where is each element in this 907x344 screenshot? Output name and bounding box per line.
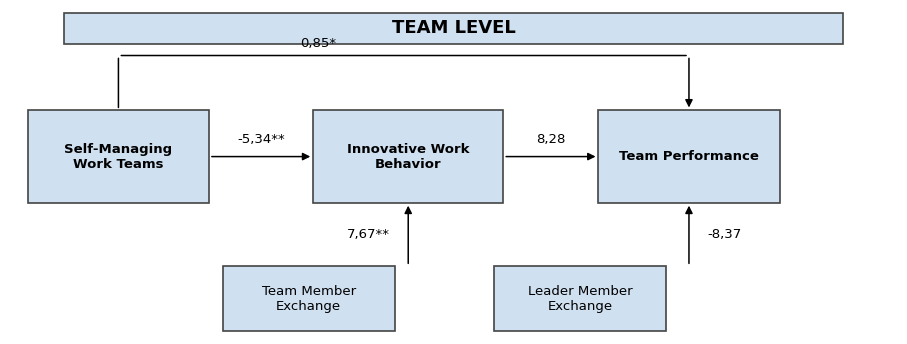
Text: Innovative Work
Behavior: Innovative Work Behavior <box>347 142 470 171</box>
Text: TEAM LEVEL: TEAM LEVEL <box>392 19 515 37</box>
Text: Team Performance: Team Performance <box>619 150 759 163</box>
FancyBboxPatch shape <box>599 110 779 203</box>
Text: 0,85*: 0,85* <box>300 37 336 50</box>
FancyBboxPatch shape <box>313 110 503 203</box>
Text: Leader Member
Exchange: Leader Member Exchange <box>528 285 632 313</box>
FancyBboxPatch shape <box>28 110 209 203</box>
Text: -5,34**: -5,34** <box>238 133 285 146</box>
Text: 8,28: 8,28 <box>536 133 566 146</box>
FancyBboxPatch shape <box>494 266 667 331</box>
FancyBboxPatch shape <box>64 13 843 44</box>
FancyBboxPatch shape <box>222 266 395 331</box>
Text: -8,37: -8,37 <box>707 228 741 241</box>
Text: Team Member
Exchange: Team Member Exchange <box>261 285 356 313</box>
Text: 7,67**: 7,67** <box>347 228 390 241</box>
Text: Self-Managing
Work Teams: Self-Managing Work Teams <box>64 142 172 171</box>
